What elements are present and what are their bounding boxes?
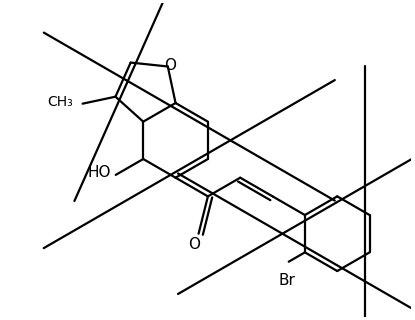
Text: O: O — [188, 237, 200, 252]
Text: HO: HO — [87, 165, 111, 180]
Text: O: O — [164, 58, 176, 73]
Text: CH₃: CH₃ — [47, 95, 73, 109]
Text: Br: Br — [278, 274, 295, 289]
